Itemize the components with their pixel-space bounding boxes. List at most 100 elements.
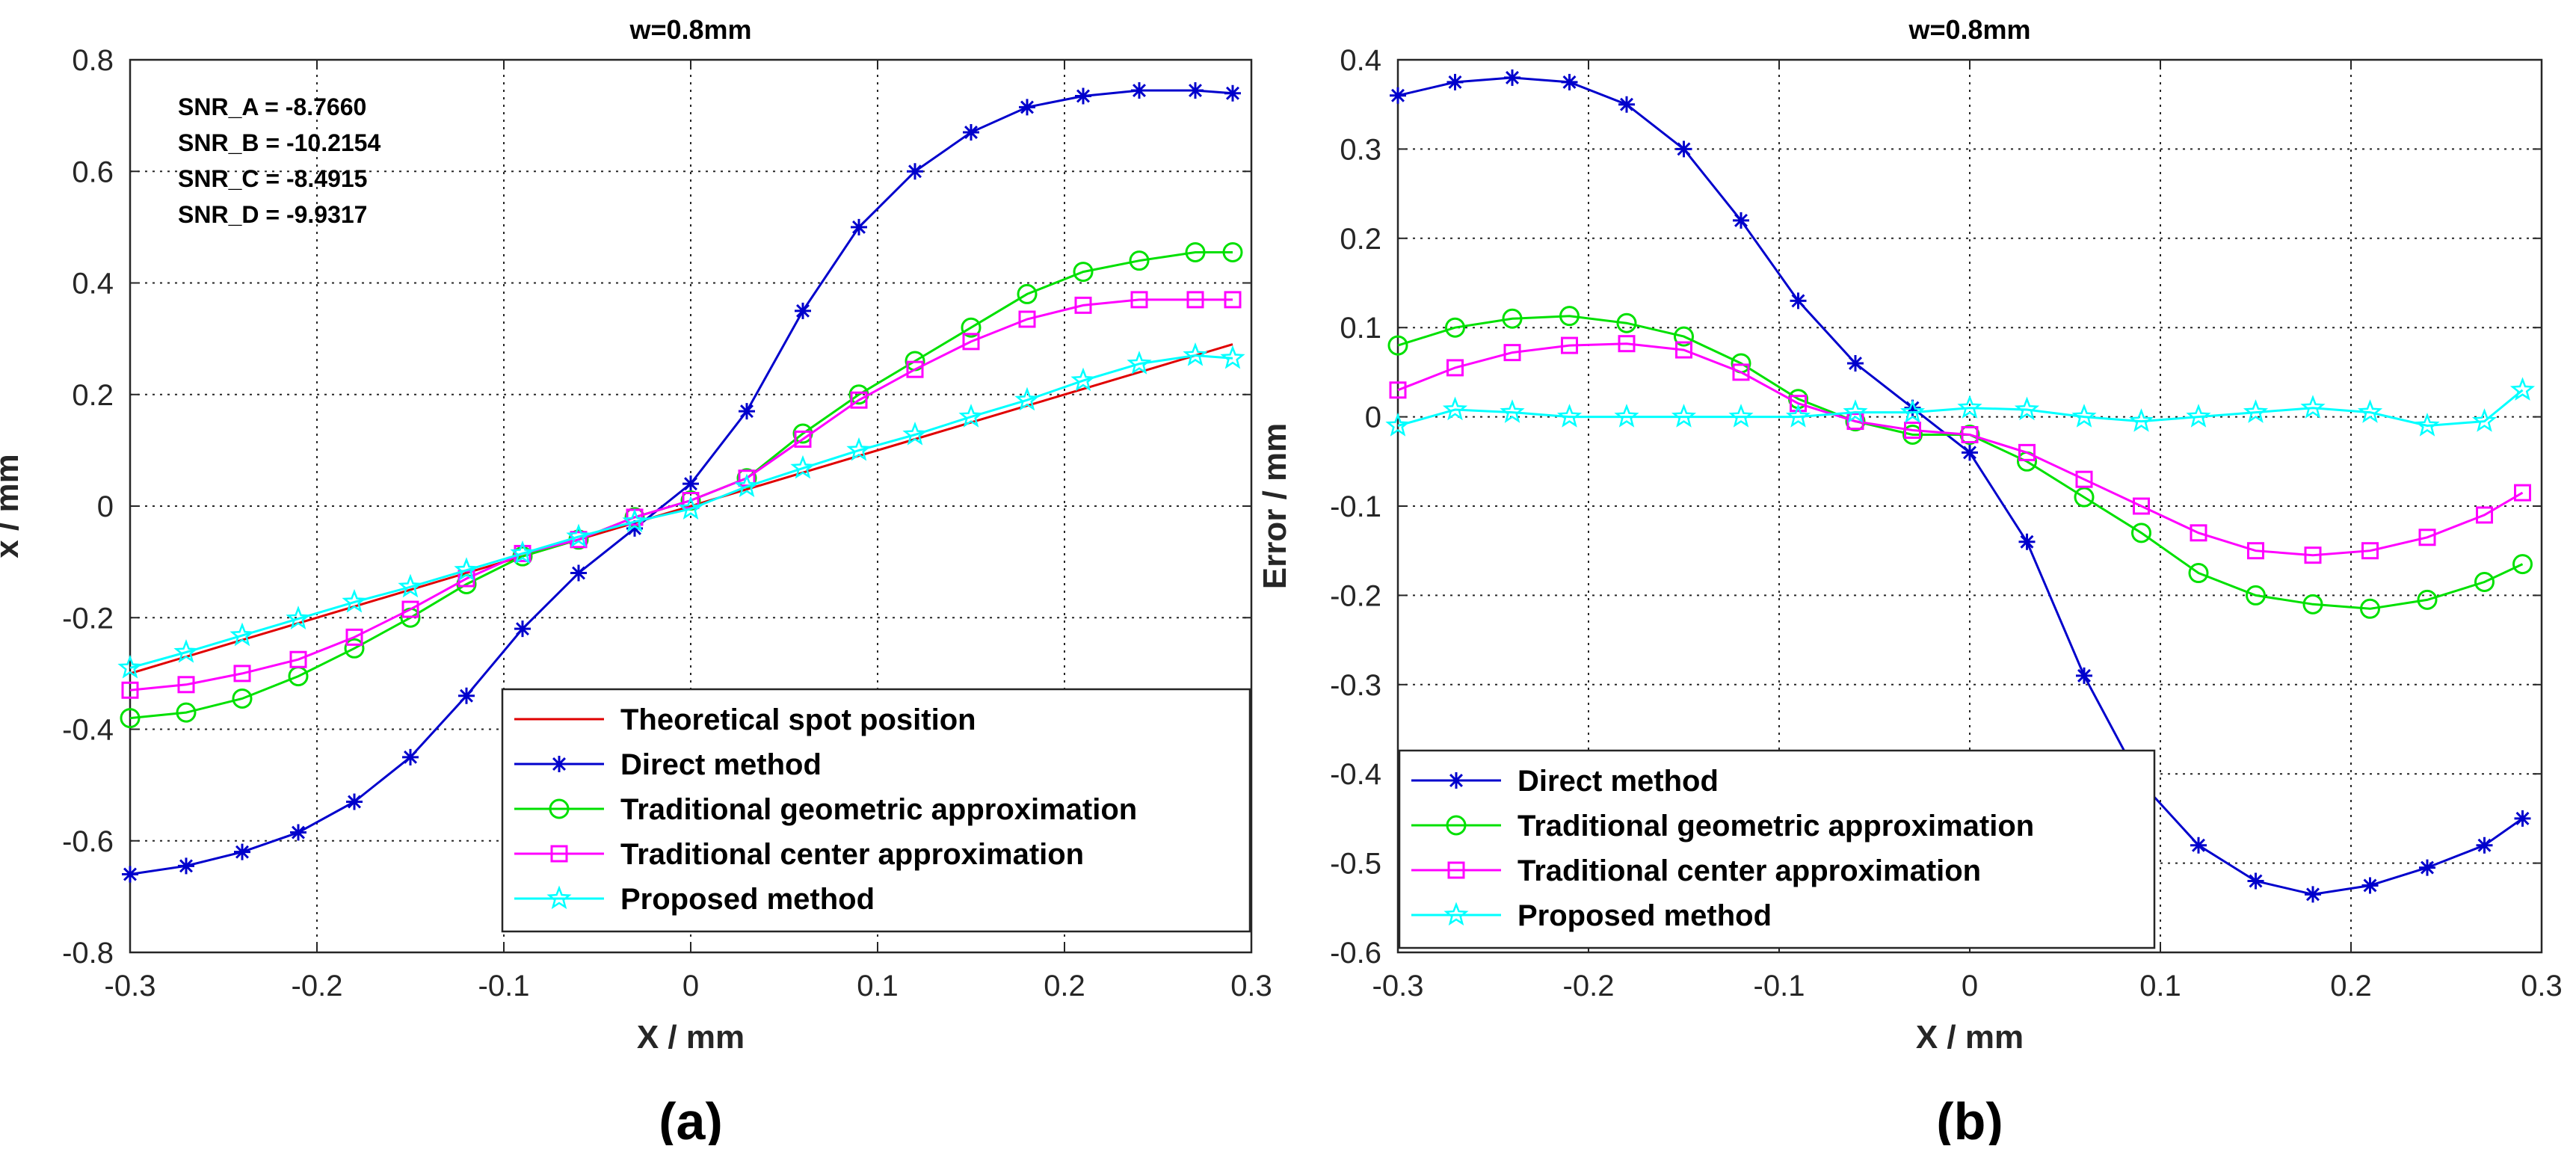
legend-entry-geometric: Traditional geometric approximation [620, 793, 1137, 826]
data-point-geometric [1445, 317, 1465, 338]
data-point-direct [1962, 444, 1978, 461]
data-point-direct [1446, 73, 1464, 90]
data-point-center [514, 544, 531, 562]
y-tick-label: 0.4 [1340, 44, 1381, 77]
y-axis-label: x / mm [0, 454, 25, 558]
y-tick-label: -0.3 [1330, 669, 1381, 702]
data-point-center [1389, 381, 1407, 399]
legend-box [1398, 749, 2156, 949]
data-point-direct [1904, 399, 1921, 416]
x-tick-label: -0.1 [478, 970, 530, 1002]
data-point-proposed [342, 588, 367, 613]
y-tick-label: 0 [97, 490, 114, 523]
data-point-geometric [2074, 487, 2095, 508]
legend-marker-center [1447, 861, 1465, 879]
data-point-geometric [2360, 598, 2380, 619]
data-point-direct [2419, 859, 2435, 876]
data-point-direct [851, 218, 867, 235]
data-point-direct [2514, 810, 2531, 827]
legend-marker-proposed [546, 885, 572, 910]
data-point-direct [2018, 533, 2036, 550]
y-tick-label: -0.5 [1330, 848, 1381, 881]
data-point-proposed [1442, 396, 1468, 421]
data-point-geometric [2512, 554, 2533, 575]
data-point-center [1130, 291, 1148, 309]
data-point-direct [682, 475, 699, 493]
data-point-center [401, 600, 419, 618]
data-point-geometric [1073, 262, 1094, 283]
series-theoretical [129, 343, 1233, 675]
legend-marker-direct [551, 756, 567, 772]
x-tick-label: -0.1 [1754, 970, 1805, 1002]
data-point-proposed [1728, 404, 1754, 428]
data-point-geometric [2188, 563, 2209, 584]
y-tick-label: 0.1 [1340, 312, 1381, 345]
y-tick-label: -0.6 [1330, 937, 1381, 970]
data-point-geometric [1559, 306, 1580, 327]
data-point-direct [234, 843, 250, 860]
data-point-direct [739, 403, 755, 420]
x-tick-label: -0.3 [1372, 970, 1424, 1002]
data-point-geometric [2131, 523, 2151, 543]
data-point-proposed [1070, 367, 1096, 392]
x-tick-label: 0.3 [1230, 970, 1272, 1002]
data-point-direct [2190, 837, 2207, 854]
data-point-geometric [1616, 312, 1637, 333]
data-point-direct [963, 124, 979, 141]
data-point-direct [346, 793, 363, 810]
data-point-proposed [1014, 386, 1040, 411]
y-tick-label: 0 [1365, 401, 1381, 434]
x-tick-label: 0.2 [1044, 970, 1085, 1002]
data-point-center [1846, 413, 1864, 431]
data-point-proposed [1899, 399, 1926, 423]
data-point-direct [1618, 96, 1635, 113]
data-point-center [1503, 344, 1521, 362]
data-point-proposed [1220, 345, 1245, 369]
data-point-proposed [1183, 342, 1208, 366]
y-tick-label: -0.8 [62, 937, 114, 970]
x-tick-label: 0 [1962, 970, 1978, 1002]
data-point-direct [2305, 886, 2321, 903]
data-point-proposed [1671, 404, 1697, 428]
data-point-center [233, 665, 251, 683]
data-point-direct [1504, 69, 1520, 86]
data-point-geometric [2474, 571, 2495, 592]
data-point-proposed [510, 540, 535, 564]
data-point-direct [1019, 99, 1035, 116]
data-point-center [1790, 395, 1807, 413]
legend-entry-direct: Direct method [1517, 765, 1719, 798]
snr-annotation: SNR_C = -8.4915 [178, 165, 367, 192]
y-tick-label: -0.1 [1330, 490, 1381, 523]
x-tick-label: 0 [682, 970, 699, 1002]
legend-entry-center: Traditional center approximation [620, 838, 1084, 871]
y-tick-label: 0.4 [72, 268, 114, 301]
data-point-proposed [902, 422, 928, 446]
x-tick-label: 0.1 [2139, 970, 2181, 1002]
data-point-direct [1187, 82, 1204, 99]
series-line-theoretical [129, 343, 1233, 675]
data-point-proposed [2014, 396, 2040, 421]
series-direct [122, 82, 1241, 883]
data-point-proposed [1614, 404, 1639, 428]
y-tick-label: -0.2 [1330, 579, 1381, 612]
data-point-center [1961, 425, 1979, 443]
data-point-proposed [2300, 395, 2326, 419]
data-point-geometric [1017, 283, 1038, 304]
x-tick-label: -0.3 [105, 970, 156, 1002]
data-point-direct [402, 748, 419, 766]
data-point-proposed [1127, 351, 1152, 375]
legend-marker-geometric [1446, 815, 1467, 836]
data-point-direct [626, 520, 643, 537]
data-point-direct [178, 857, 194, 875]
data-point-center [1074, 296, 1092, 314]
data-point-center [289, 650, 307, 668]
data-point-proposed [790, 455, 816, 479]
data-point-proposed [173, 638, 199, 663]
data-point-geometric [1902, 424, 1923, 445]
data-point-center [2476, 506, 2493, 524]
data-point-direct [1733, 212, 1749, 229]
data-point-proposed [2243, 399, 2269, 423]
data-point-geometric [1185, 241, 1206, 262]
data-point-geometric [961, 317, 982, 338]
